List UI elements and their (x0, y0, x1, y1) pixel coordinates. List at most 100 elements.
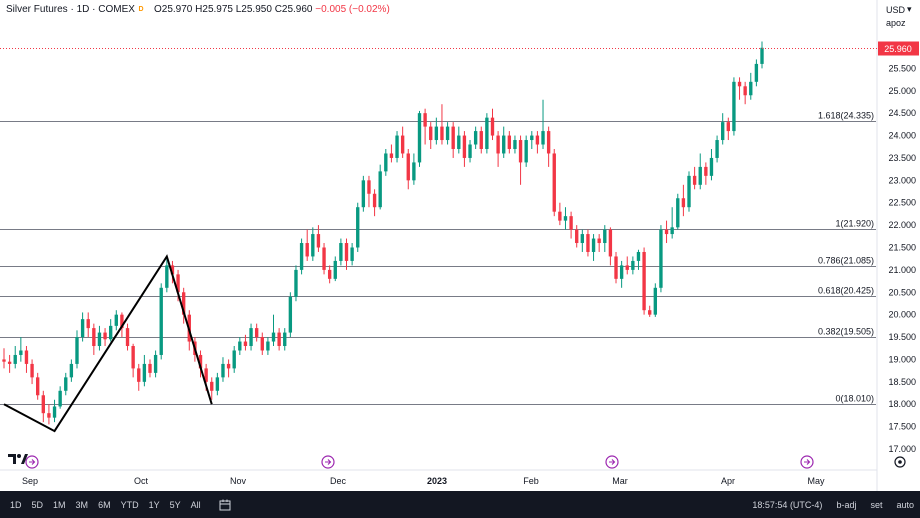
gear-icon (894, 456, 906, 468)
candle-body (120, 314, 124, 329)
candle-body (159, 287, 163, 355)
candle-body (148, 363, 152, 373)
last-price-label-bg (878, 41, 919, 56)
time-axis: Sep Oct Nov Dec 2023 Feb Mar Apr May (0, 455, 906, 486)
chart-header: Silver Futures · 1D · COMEX D O25.970 H2… (0, 0, 880, 20)
candle-body (339, 243, 343, 261)
candle-body (288, 296, 293, 333)
candle-body (283, 332, 287, 347)
date-range-icon[interactable] (219, 499, 231, 511)
candle-body (153, 354, 158, 373)
range-button-5y[interactable]: 5Y (169, 499, 181, 510)
candle-body (97, 332, 102, 347)
price-tick-label: 19.500 (888, 332, 916, 342)
currency-selector[interactable]: USD ▾ (886, 4, 912, 15)
candle-body (47, 413, 51, 418)
time-tick-label: Mar (612, 476, 628, 486)
price-tick-label: 24.000 (888, 131, 916, 141)
candle-body (378, 171, 382, 208)
trend-drawing (3, 254, 213, 433)
candles (2, 41, 764, 425)
candle-body (254, 328, 259, 338)
candle-body (19, 350, 23, 355)
event-arrow (804, 459, 811, 465)
range-button-ytd[interactable]: YTD (120, 499, 139, 510)
candle-body (664, 229, 669, 235)
range-button-6m[interactable]: 6M (98, 499, 111, 510)
candle-body (400, 135, 405, 154)
candle-body (440, 126, 444, 141)
candle-body (676, 198, 680, 228)
candle-body (384, 153, 388, 172)
candle-body (210, 381, 214, 391)
ohlc-close: C25.960 (274, 4, 313, 15)
price-tick-label: 18.500 (888, 377, 916, 387)
candle-body (305, 243, 309, 257)
event-arrow (609, 459, 616, 465)
candle-body (614, 256, 618, 279)
candle-body (322, 247, 326, 270)
candle-body (704, 166, 708, 176)
time-tick-label: Apr (721, 476, 735, 486)
candle-body (726, 122, 730, 132)
candle-body (524, 140, 528, 163)
range-button-1d[interactable]: 1D (10, 499, 22, 510)
bottom-right-controls: 18:57:54 (UTC-4) b-adj set auto (738, 491, 914, 518)
candle-body (41, 395, 45, 414)
candle-body (513, 140, 517, 149)
candle-body (389, 153, 394, 158)
fib-label: 1.618(24.335) (818, 111, 874, 121)
tradingview-logo-icon[interactable] (8, 452, 28, 470)
ohlc-readout: O25.970 H25.975 L25.950 C25.960 −0.005 (… (154, 0, 390, 20)
candle-body (754, 63, 759, 82)
range-button-all[interactable]: All (190, 499, 201, 510)
symbol-title[interactable]: Silver Futures · 1D · COMEX (6, 4, 135, 15)
badj-toggle[interactable]: b-adj (836, 499, 857, 510)
candle-body (86, 319, 90, 329)
clock-readout[interactable]: 18:57:54 (UTC-4) (752, 499, 823, 510)
candle-body (580, 234, 585, 244)
candle-body (648, 310, 652, 315)
price-tick-label: 23.000 (888, 175, 916, 185)
price-tick-label: 19.000 (888, 354, 916, 364)
fib-label: 0.618(20.425) (818, 286, 874, 296)
candle-body (92, 328, 96, 347)
candle-body (569, 216, 573, 230)
candle-body (462, 135, 467, 158)
candle-body (743, 86, 747, 96)
candle-body (530, 135, 534, 141)
gear-icon-center (898, 460, 902, 464)
bottom-toolbar: 1D 5D 1M 3M 6M YTD 1Y 5Y All 18:57:54 (U… (0, 491, 920, 518)
candle-body (24, 350, 29, 364)
candle-body (176, 274, 180, 293)
candle-body (131, 346, 135, 369)
candle-body (737, 81, 742, 87)
candle-body (221, 363, 225, 378)
range-button-1y[interactable]: 1Y (148, 499, 160, 510)
candle-body (406, 153, 410, 181)
candle-body (52, 406, 57, 418)
range-button-3m[interactable]: 3M (75, 499, 89, 510)
auto-toggle[interactable]: auto (896, 499, 914, 510)
event-arrow (325, 459, 332, 465)
range-button-1m[interactable]: 1M (53, 499, 66, 510)
range-button-5d[interactable]: 5D (31, 499, 44, 510)
time-tick-label: Sep (22, 476, 38, 486)
candle-body (58, 390, 62, 407)
candle-body (434, 126, 439, 141)
time-tick-label: May (807, 476, 825, 486)
candle-body (232, 350, 236, 369)
candle-body (30, 363, 34, 378)
time-tick-label: Dec (330, 476, 347, 486)
candle-body (597, 238, 601, 244)
candle-body (715, 140, 719, 158)
candle-body (760, 47, 764, 64)
set-toggle[interactable]: set (870, 499, 883, 510)
candle-body (7, 361, 12, 364)
price-tick-label: 25.000 (888, 86, 916, 96)
candle-body (709, 157, 714, 176)
scale-mode-label[interactable]: apoz (886, 18, 906, 28)
candle-body (198, 354, 203, 369)
chart-canvas[interactable]: 1.618(24.335) 1(21.920) 0.786(21.085) 0.618… (0, 0, 920, 491)
candle-body (479, 131, 483, 149)
